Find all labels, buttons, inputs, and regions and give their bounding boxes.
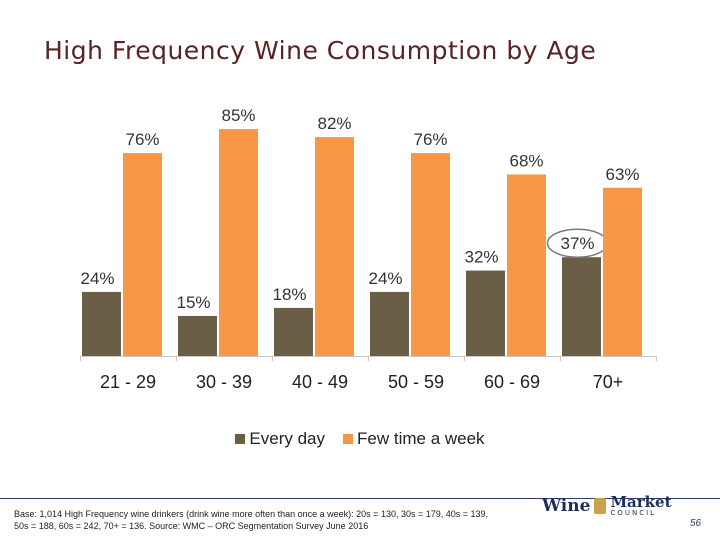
bar-few-time-5 [603, 187, 642, 356]
bar-every-day-1 [178, 315, 217, 356]
bar-few-time-1 [219, 129, 258, 356]
category-label-2: 40 - 49 [292, 372, 348, 392]
logo-council-text: COUNCIL [610, 509, 657, 517]
bar-few-time-4 [507, 174, 546, 356]
footnote: Base: 1,014 High Frequency wine drinkers… [14, 509, 489, 531]
legend-label-every-day: Every day [249, 429, 326, 448]
data-label-every-day-1: 15% [176, 293, 210, 312]
data-label-few-time-1: 85% [221, 106, 255, 125]
legend-swatch-few-time [343, 434, 354, 444]
bar-few-time-3 [411, 153, 450, 356]
data-label-few-time-0: 76% [125, 130, 159, 149]
category-label-0: 21 - 29 [100, 372, 156, 392]
legend-item-few-time: Few time a week [343, 429, 485, 449]
chart-title: High Frequency Wine Consumption by Age [44, 36, 597, 65]
logo-glass-icon [594, 498, 607, 514]
category-label-1: 30 - 39 [196, 372, 252, 392]
data-label-every-day-4: 32% [464, 248, 498, 267]
legend-item-every-day: Every day [235, 429, 325, 449]
bar-every-day-5 [562, 257, 601, 356]
data-label-few-time-5: 63% [605, 165, 639, 184]
logo-wine-text: Wine [542, 496, 591, 516]
bar-every-day-2 [274, 307, 313, 356]
category-label-5: 70+ [593, 372, 624, 392]
category-label-3: 50 - 59 [388, 372, 444, 392]
logo-market-text: Market [610, 493, 672, 511]
legend: Every day Few time a week [0, 429, 720, 449]
data-label-few-time-3: 76% [413, 130, 447, 149]
wine-market-council-logo: Wine Market COUNCIL [542, 492, 672, 520]
footer-divider [0, 498, 720, 499]
data-label-every-day-5: 37% [560, 234, 594, 253]
bar-every-day-4 [466, 270, 505, 356]
data-label-every-day-3: 24% [368, 269, 402, 288]
data-label-few-time-2: 82% [317, 114, 351, 133]
page-number: 56 [690, 518, 702, 529]
bar-chart: 24% 76% 21 - 29 15% 85% 30 - 39 18% 82% 40 - 49 2… [80, 106, 657, 392]
data-label-few-time-4: 68% [509, 151, 543, 170]
legend-label-few-time: Few time a week [357, 429, 485, 448]
data-label-every-day-0: 24% [80, 269, 114, 288]
data-label-every-day-2: 18% [272, 285, 306, 304]
bar-every-day-0 [82, 291, 121, 356]
category-label-4: 60 - 69 [484, 372, 540, 392]
bar-few-time-0 [123, 153, 162, 356]
bar-few-time-2 [315, 137, 354, 356]
legend-swatch-every-day [235, 434, 246, 444]
bar-every-day-3 [370, 291, 409, 356]
